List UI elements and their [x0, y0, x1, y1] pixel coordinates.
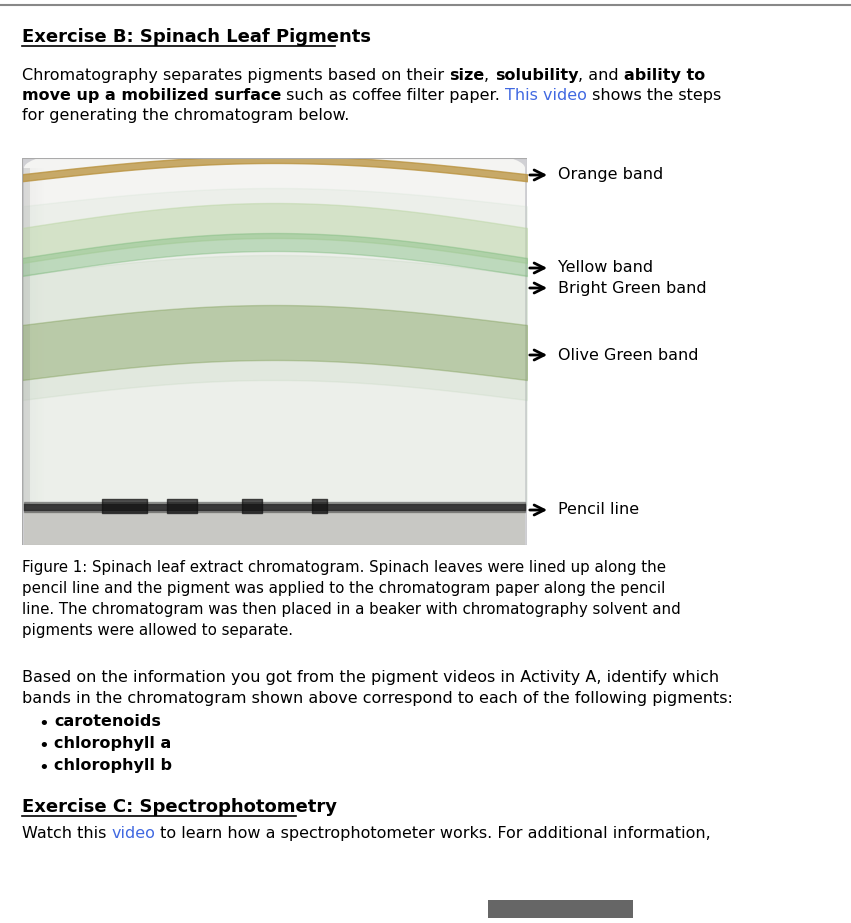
Text: to learn how a spectrophotometer works. For additional information,: to learn how a spectrophotometer works. …: [156, 826, 711, 841]
Text: video: video: [111, 826, 156, 841]
Text: •: •: [38, 715, 49, 733]
Bar: [40, 168, 41, 505]
Text: Watch this: Watch this: [22, 826, 111, 841]
Bar: [488, 900, 633, 918]
Bar: [38, 168, 39, 505]
Bar: [28, 168, 29, 505]
Bar: [42, 168, 43, 505]
Bar: [33, 168, 34, 505]
Bar: [30, 168, 31, 505]
Bar: [35, 168, 36, 505]
Text: This video: This video: [505, 88, 587, 103]
Text: , and: , and: [578, 68, 624, 83]
Bar: [32, 168, 33, 505]
Bar: [24, 510, 525, 545]
Bar: [24, 168, 25, 505]
Text: such as coffee filter paper.: such as coffee filter paper.: [282, 88, 505, 103]
Bar: [22, 168, 30, 505]
Bar: [43, 168, 44, 505]
Text: chlorophyll b: chlorophyll b: [54, 758, 172, 773]
Bar: [25, 168, 26, 505]
Text: size: size: [449, 68, 484, 83]
Text: ability to: ability to: [624, 68, 705, 83]
Text: chlorophyll a: chlorophyll a: [54, 736, 171, 751]
Text: Figure 1: Spinach leaf extract chromatogram. Spinach leaves were lined up along : Figure 1: Spinach leaf extract chromatog…: [22, 560, 681, 638]
Text: •: •: [38, 737, 49, 755]
Bar: [31, 168, 32, 505]
Bar: [36, 168, 37, 505]
Text: Bright Green band: Bright Green band: [558, 281, 706, 295]
Text: carotenoids: carotenoids: [54, 714, 161, 729]
Text: •: •: [38, 759, 49, 777]
Text: shows the steps: shows the steps: [587, 88, 722, 103]
Text: for generating the chromatogram below.: for generating the chromatogram below.: [22, 108, 350, 123]
Ellipse shape: [24, 138, 525, 198]
Text: solubility: solubility: [494, 68, 578, 83]
Text: ,: ,: [484, 68, 494, 83]
Bar: [39, 168, 40, 505]
Bar: [29, 168, 30, 505]
Text: Orange band: Orange band: [558, 167, 663, 183]
Text: Exercise C: Spectrophotometry: Exercise C: Spectrophotometry: [22, 798, 337, 816]
Text: Pencil line: Pencil line: [558, 502, 639, 518]
Bar: [37, 168, 38, 505]
Text: Based on the information you got from the pigment videos in Activity A, identify: Based on the information you got from th…: [22, 670, 733, 706]
Text: Olive Green band: Olive Green band: [558, 347, 699, 363]
Bar: [27, 168, 28, 505]
Bar: [26, 168, 27, 505]
Bar: [24, 168, 525, 505]
Bar: [41, 168, 42, 505]
Bar: [34, 168, 35, 505]
Text: move up a mobilized surface: move up a mobilized surface: [22, 88, 282, 103]
Text: Yellow band: Yellow band: [558, 260, 653, 275]
Text: Chromatography separates pigments based on their: Chromatography separates pigments based …: [22, 68, 449, 83]
Text: Exercise B: Spinach Leaf Pigments: Exercise B: Spinach Leaf Pigments: [22, 28, 371, 46]
